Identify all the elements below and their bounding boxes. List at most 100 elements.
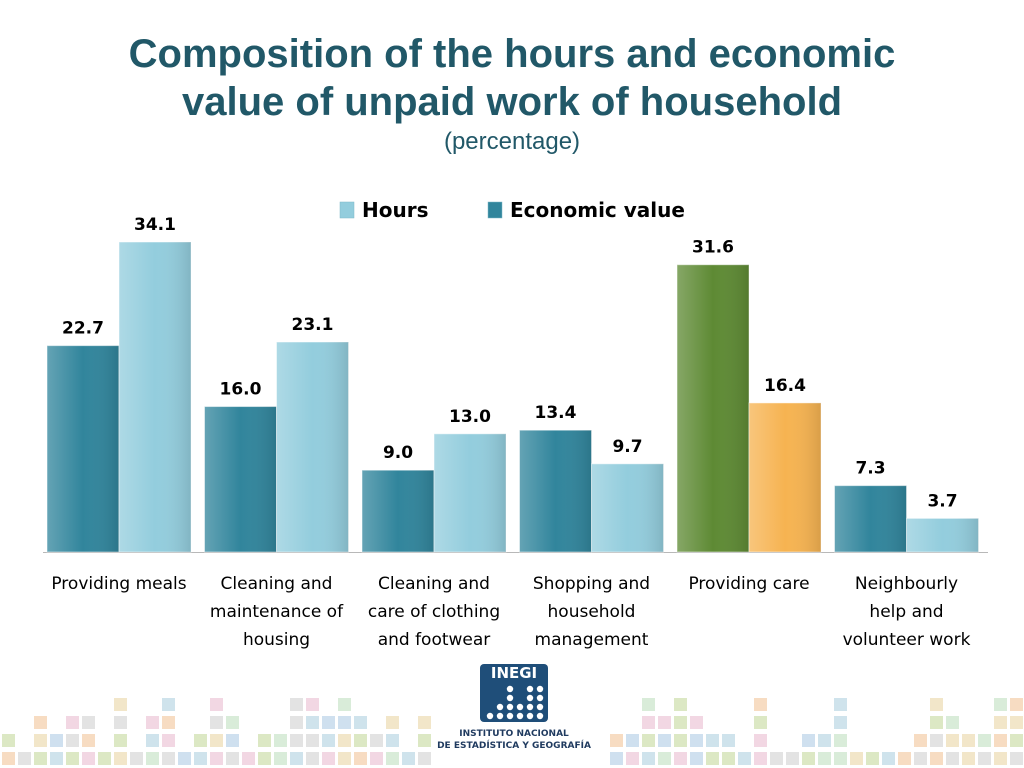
footer-square <box>354 716 367 729</box>
bar-hours-2-shading <box>276 342 349 552</box>
logo-dot <box>506 703 514 711</box>
footer-square <box>18 752 31 765</box>
footer-square <box>834 734 847 747</box>
footer-square <box>306 752 319 765</box>
x-tick-label-3-line-1: Cleaning and <box>378 574 490 594</box>
legend-label-hours: Hours <box>362 198 428 222</box>
footer-square <box>162 752 175 765</box>
logo-line-2: DE ESTADÍSTICA Y GEOGRAFÍA <box>437 739 591 751</box>
x-tick-label-3-line-3: and footwear <box>378 630 491 650</box>
footer-square <box>946 734 959 747</box>
footer-square <box>418 734 431 747</box>
footer-square <box>162 734 175 747</box>
logo-dot <box>536 685 544 693</box>
footer-square <box>1010 698 1023 711</box>
footer-square <box>50 752 63 765</box>
footer-square <box>674 716 687 729</box>
footer-square <box>930 752 943 765</box>
bar-hours-4-shading <box>591 463 664 552</box>
footer-square <box>82 752 95 765</box>
data-label-hours-3: 13.0 <box>449 407 491 427</box>
data-label-hours-1: 34.1 <box>134 215 176 235</box>
logo-dot <box>506 694 514 702</box>
logo-dot <box>536 703 544 711</box>
footer-square <box>626 752 639 765</box>
footer-square <box>82 716 95 729</box>
footer-square <box>386 734 399 747</box>
footer-square <box>210 716 223 729</box>
x-tick-label-5: Providing care <box>688 574 809 594</box>
footer-square <box>802 752 815 765</box>
footer-square <box>1010 716 1023 729</box>
footer-square <box>210 698 223 711</box>
chart-title-line-1: Composition of the hours and economic <box>128 32 896 76</box>
footer-square <box>834 752 847 765</box>
x-tick-label-6: Neighbourly help and volunteer work <box>843 574 971 650</box>
footer-square <box>418 752 431 765</box>
footer-square <box>386 752 399 765</box>
footer-square <box>114 698 127 711</box>
bar-economic-value-1-shading <box>47 345 119 552</box>
footer-square <box>1010 734 1023 747</box>
x-tick-label-5-line-1: Providing care <box>688 574 809 594</box>
x-tick-label-4: Shopping and household management <box>533 574 650 650</box>
footer-square <box>642 752 655 765</box>
bar-chart: 22.7 34.1 16.0 23.1 9.0 13.0 13.4 9.7 31.6 16.4 7.… <box>43 198 988 650</box>
bar-economic-value-4-shading <box>519 430 592 552</box>
footer-square <box>642 734 655 747</box>
footer-square <box>946 752 959 765</box>
footer-square <box>882 752 895 765</box>
footer-square <box>914 734 927 747</box>
footer-square <box>690 716 703 729</box>
data-label-hours-6: 3.7 <box>927 491 957 511</box>
footer-square <box>34 752 47 765</box>
footer-square <box>994 716 1007 729</box>
x-tick-label-1-line-1: Providing meals <box>51 574 186 594</box>
logo-dot <box>516 703 524 711</box>
footer-square <box>658 752 671 765</box>
footer-square <box>354 734 367 747</box>
footer-square <box>706 752 719 765</box>
footer-square <box>690 752 703 765</box>
x-tick-label-4-line-3: management <box>535 630 649 650</box>
footer-square <box>818 734 831 747</box>
footer-square <box>66 752 79 765</box>
logo-dot <box>496 703 504 711</box>
footer-square <box>754 752 767 765</box>
footer-square <box>418 716 431 729</box>
footer-square <box>338 734 351 747</box>
footer-square <box>242 752 255 765</box>
data-label-hours-2: 23.1 <box>292 315 334 335</box>
footer-square <box>290 716 303 729</box>
x-tick-label-3-line-2: care of clothing <box>368 602 500 622</box>
footer-square <box>98 752 111 765</box>
footer-square <box>34 734 47 747</box>
footer-square <box>722 752 735 765</box>
x-tick-label-6-line-3: volunteer work <box>843 630 971 650</box>
footer-square <box>338 698 351 711</box>
bar-hours-3-shading <box>434 433 506 552</box>
footer-square <box>722 734 735 747</box>
footer-square <box>738 752 751 765</box>
x-tick-label-2: Cleaning and maintenance of housing <box>210 574 344 650</box>
logo-line-1: INSTITUTO NACIONAL <box>459 729 569 739</box>
footer-square <box>994 698 1007 711</box>
footer-square <box>338 716 351 729</box>
data-label-economic-value-1: 22.7 <box>62 319 104 339</box>
x-tick-label-2-line-1: Cleaning and <box>221 574 333 594</box>
footer-square <box>114 716 127 729</box>
x-tick-label-3: Cleaning and care of clothing and footwear <box>368 574 500 650</box>
x-tick-label-6-line-1: Neighbourly <box>855 574 958 594</box>
logo-dot <box>516 712 524 720</box>
footer-square <box>834 698 847 711</box>
footer-square <box>194 752 207 765</box>
footer-square <box>274 752 287 765</box>
title-block: Composition of the hours and economic va… <box>0 30 1024 156</box>
footer-square <box>946 716 959 729</box>
footer-square <box>770 752 783 765</box>
footer-square <box>834 716 847 729</box>
footer-square <box>674 752 687 765</box>
data-label-hours-5: 16.4 <box>764 376 806 396</box>
footer-square <box>850 752 863 765</box>
chart-marks: 22.7 34.1 16.0 23.1 9.0 13.0 13.4 9.7 31.6 16.4 7.… <box>43 215 988 553</box>
